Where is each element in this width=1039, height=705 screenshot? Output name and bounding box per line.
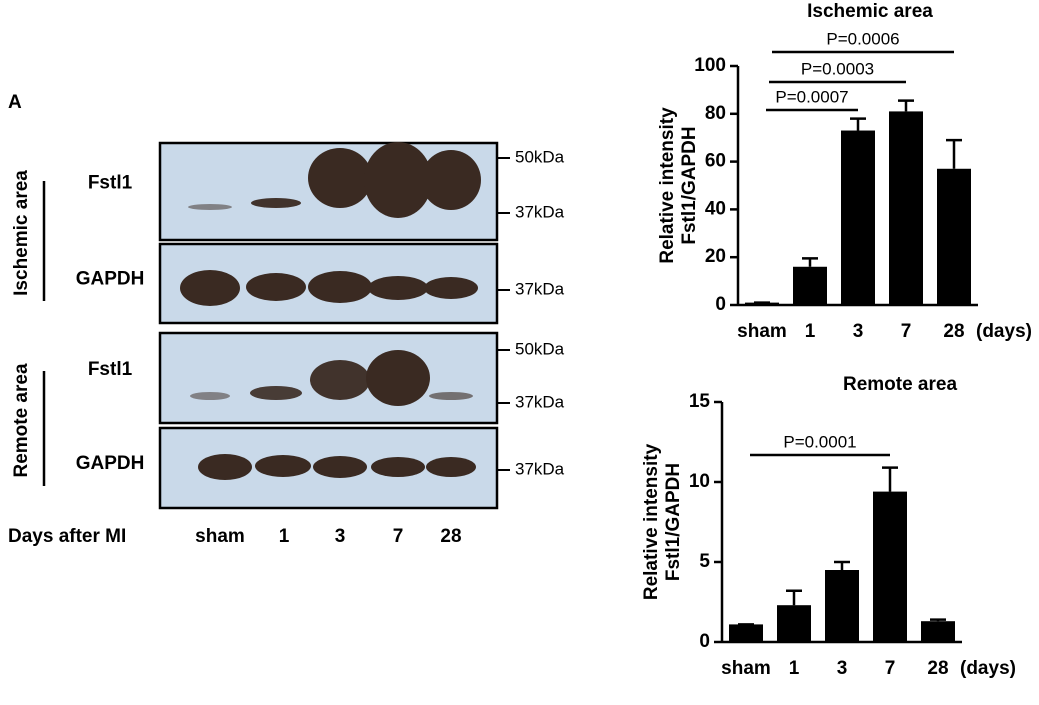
y-axis-label: Fstl1/GAPDH — [663, 463, 684, 581]
significance-label: P=0.0003 — [801, 59, 874, 78]
marker-label: 37kDa — [515, 392, 565, 411]
blot-band — [255, 455, 311, 477]
y-tick-label: 100 — [694, 55, 726, 76]
protein-label: GAPDH — [76, 269, 145, 290]
bar — [889, 111, 923, 305]
bar — [777, 605, 811, 642]
lane-label: 3 — [335, 526, 346, 547]
marker-label: 50kDa — [515, 339, 565, 358]
y-tick-label: 80 — [705, 103, 726, 124]
bar — [825, 570, 859, 642]
x-tick-label: 1 — [789, 658, 800, 679]
error-bar — [946, 138, 962, 169]
blot-band — [308, 271, 372, 303]
blot-band — [198, 454, 252, 480]
blot-band — [429, 392, 473, 400]
blot-band — [366, 350, 430, 406]
significance-label: P=0.0007 — [775, 87, 848, 106]
x-tick-label: 1 — [805, 321, 816, 342]
y-axis-label: Fstl1/GAPDH — [679, 126, 700, 244]
marker-label: 50kDa — [515, 147, 565, 166]
x-tick-label: sham — [737, 321, 787, 342]
bar — [873, 491, 907, 642]
bar — [921, 621, 955, 642]
blot-band — [421, 150, 481, 210]
lane-label: 28 — [440, 526, 461, 547]
significance-label: P=0.0006 — [826, 29, 899, 48]
lane-label: sham — [195, 526, 245, 547]
y-tick-label: 20 — [705, 246, 726, 267]
bar — [937, 168, 971, 305]
x-tick-label: sham — [721, 658, 771, 679]
marker-label: 37kDa — [515, 279, 565, 298]
y-tick-label: 10 — [689, 471, 710, 492]
y-axis-label: Relative intensity — [641, 443, 662, 600]
blot-band — [188, 204, 232, 210]
blot-band — [424, 277, 478, 299]
blot-band — [371, 457, 425, 477]
bar — [793, 266, 827, 305]
lane-label: 7 — [393, 526, 404, 547]
blot-band — [308, 148, 372, 208]
marker-label: 37kDa — [515, 202, 565, 221]
bar — [841, 130, 875, 305]
lane-label: 1 — [279, 526, 290, 547]
blot-band — [313, 456, 367, 478]
error-bar — [850, 117, 866, 131]
protein-label: Fstl1 — [88, 359, 133, 380]
error-bar — [786, 589, 802, 606]
error-bar — [898, 99, 914, 112]
x-tick-label: 7 — [885, 658, 896, 679]
y-tick-label: 0 — [699, 631, 710, 652]
error-bar — [802, 257, 818, 267]
x-tick-label: 3 — [837, 658, 848, 679]
blot-band — [368, 276, 428, 300]
y-tick-label: 0 — [715, 294, 726, 315]
x-suffix: (days) — [960, 658, 1016, 679]
bar — [729, 624, 763, 642]
marker-label: 37kDa — [515, 459, 565, 478]
x-tick-label: 3 — [853, 321, 864, 342]
protein-label: GAPDH — [76, 453, 145, 474]
y-tick-label: 15 — [689, 391, 711, 412]
y-tick-label: 60 — [705, 151, 726, 172]
significance-label: P=0.0001 — [783, 432, 856, 451]
panel-label: A — [8, 92, 22, 113]
error-bar — [930, 618, 946, 622]
blot-band — [364, 142, 432, 218]
x-tick-label: 7 — [901, 321, 912, 342]
y-tick-label: 5 — [699, 551, 710, 572]
group-label: Ischemic area — [11, 170, 32, 296]
blot-band — [426, 457, 476, 477]
chart-title: Ischemic area — [807, 1, 933, 22]
blot-band — [190, 392, 230, 400]
y-axis-label: Relative intensity — [657, 107, 678, 264]
chart-title: Remote area — [843, 374, 957, 395]
protein-label: Fstl1 — [88, 173, 133, 194]
blot-band — [310, 360, 370, 400]
error-bar — [882, 466, 898, 492]
group-label: Remote area — [11, 363, 32, 477]
y-tick-label: 40 — [705, 198, 726, 219]
blot-band — [250, 386, 302, 400]
blot-band — [251, 198, 301, 208]
blot-band — [246, 273, 306, 301]
x-tick-label: 28 — [927, 658, 948, 679]
x-suffix: (days) — [976, 321, 1032, 342]
blot-band — [180, 270, 240, 306]
blot-x-title: Days after MI — [8, 526, 126, 547]
x-tick-label: 28 — [943, 321, 964, 342]
error-bar — [834, 560, 850, 570]
